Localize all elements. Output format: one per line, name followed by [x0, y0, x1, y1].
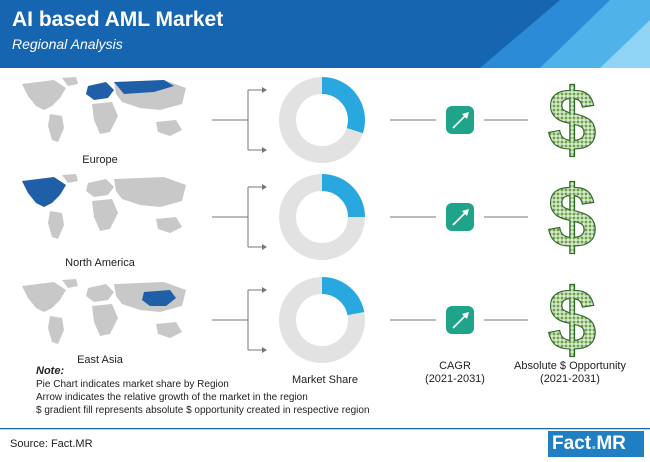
page-subtitle: Regional Analysis	[12, 36, 123, 52]
arrowhead-top-east-asia	[262, 287, 267, 293]
factmr-logo: Fact.MR	[548, 431, 644, 457]
continent-na	[22, 282, 66, 312]
opportunity-period: (2021-2031)	[540, 373, 600, 385]
highlight-east-asia	[142, 290, 176, 306]
logo-suffix: MR	[596, 433, 626, 454]
growth-arrowhead-east-asia	[462, 312, 469, 319]
continent-eu	[86, 284, 114, 302]
continent-sa	[48, 211, 64, 239]
world-map-north-america	[22, 174, 186, 239]
header-background	[0, 0, 650, 68]
region-label-east-asia: East Asia	[77, 354, 123, 366]
regional-analysis: $ $ $ Europe North America East Asia Marke…	[0, 68, 650, 428]
note-line-3: $ gradient fill represents absolute $ op…	[36, 405, 370, 416]
note-title: Note:	[36, 365, 65, 377]
continent-na	[22, 80, 66, 110]
region-label-europe: Europe	[82, 154, 118, 166]
arrowhead-bottom-east-asia	[262, 347, 267, 353]
page-title: AI based AML Market	[12, 8, 224, 31]
dollar-opportunity-europe: $	[548, 70, 597, 169]
continent-gl	[62, 77, 78, 86]
continent-au	[156, 217, 182, 233]
continent-sa	[48, 114, 64, 142]
market-share-slice-europe	[321, 77, 365, 134]
analysis-graphic: $$$	[22, 69, 597, 368]
opportunity-column-label: Absolute $ Opportunity (2021-2031)	[500, 360, 640, 386]
dollar-opportunity-east-asia: $	[548, 270, 597, 368]
note-line-1: Pie Chart indicates market share by Regi…	[36, 379, 229, 390]
arrowhead-bottom-north-america	[262, 244, 267, 250]
continent-gl	[62, 174, 78, 183]
footer-divider	[0, 428, 650, 430]
world-map-europe	[22, 77, 186, 142]
arrowhead-top-europe	[262, 87, 267, 93]
continent-sa	[48, 316, 64, 344]
cagr-label: CAGR	[439, 360, 471, 372]
continent-au	[156, 120, 182, 136]
continent-af	[92, 102, 118, 134]
continent-as	[114, 177, 186, 207]
market-share-slice-east-asia	[321, 277, 365, 316]
continent-eu	[86, 82, 114, 100]
arrowhead-bottom-europe	[262, 147, 267, 153]
growth-arrowhead-europe	[462, 112, 469, 119]
growth-arrowhead-north-america	[462, 209, 469, 216]
dollar-opportunity-north-america: $	[548, 167, 597, 266]
cagr-period: (2021-2031)	[425, 373, 485, 385]
market-share-column-label: Market Share	[291, 374, 359, 386]
world-map-east-asia	[22, 279, 186, 344]
logo-main: Fact	[552, 433, 592, 454]
region-label-north-america: North America	[65, 257, 135, 269]
continent-af	[92, 199, 118, 231]
header-banner: AI based AML Market Regional Analysis	[0, 0, 650, 68]
note-block: Note: Pie Chart indicates market share b…	[36, 365, 370, 417]
continent-gl	[62, 279, 78, 288]
note-line-2: Arrow indicates the relative growth of t…	[36, 392, 308, 403]
cagr-column-label: CAGR (2021-2031)	[420, 360, 490, 386]
arrowhead-top-north-america	[262, 184, 267, 190]
highlight-russia	[114, 80, 174, 94]
continent-au	[156, 322, 182, 338]
opportunity-label: Absolute $ Opportunity	[514, 360, 626, 372]
logo-dot: .	[591, 433, 597, 454]
continent-na	[22, 177, 66, 207]
market-share-slice-north-america	[321, 174, 365, 218]
source-text: Source: Fact.MR	[10, 438, 93, 450]
continent-af	[92, 304, 118, 336]
continent-eu	[86, 179, 114, 197]
